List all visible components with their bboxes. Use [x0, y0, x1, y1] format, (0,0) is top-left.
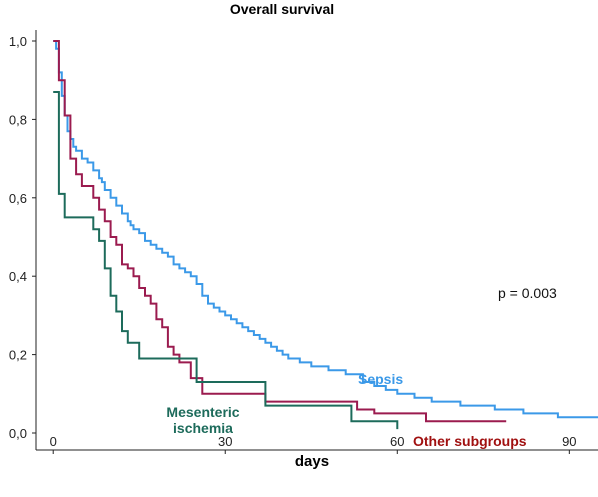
series-label-sepsis: Sepsis — [358, 371, 403, 387]
axes — [35, 30, 598, 451]
survival-curves — [53, 40, 598, 430]
y-tick-label: 0,6 — [9, 191, 27, 206]
series-label-mesenteric-ischemia: ischemia — [173, 420, 233, 436]
x-axis-ticks: 0 30 60 90 — [50, 434, 577, 454]
x-tick-label: 30 — [218, 434, 232, 449]
x-tick-label: 60 — [390, 434, 404, 449]
series-line-sepsis — [53, 40, 598, 419]
series-line-mesenteric-ischemia — [53, 91, 399, 430]
chart-title: Overall survival — [230, 1, 334, 17]
series-label-other-subgroups: Other subgroups — [413, 433, 527, 449]
p-value-annotation: p = 0.003 — [498, 285, 557, 301]
y-tick-label: 0,0 — [9, 426, 27, 441]
series-label-mesenteric-ischemia: Mesenteric — [166, 404, 239, 420]
y-axis-ticks: 0,0 0,2 0,4 0,6 0,8 1,0 — [9, 34, 36, 441]
y-tick-label: 0,4 — [9, 269, 27, 284]
x-tick-label: 90 — [562, 434, 576, 449]
y-tick-label: 1,0 — [9, 34, 27, 49]
y-tick-label: 0,8 — [9, 112, 27, 127]
y-tick-label: 0,2 — [9, 348, 27, 363]
series-line-other-subgroups — [53, 40, 507, 423]
x-axis-label: days — [295, 453, 329, 470]
x-tick-label: 0 — [50, 434, 57, 449]
